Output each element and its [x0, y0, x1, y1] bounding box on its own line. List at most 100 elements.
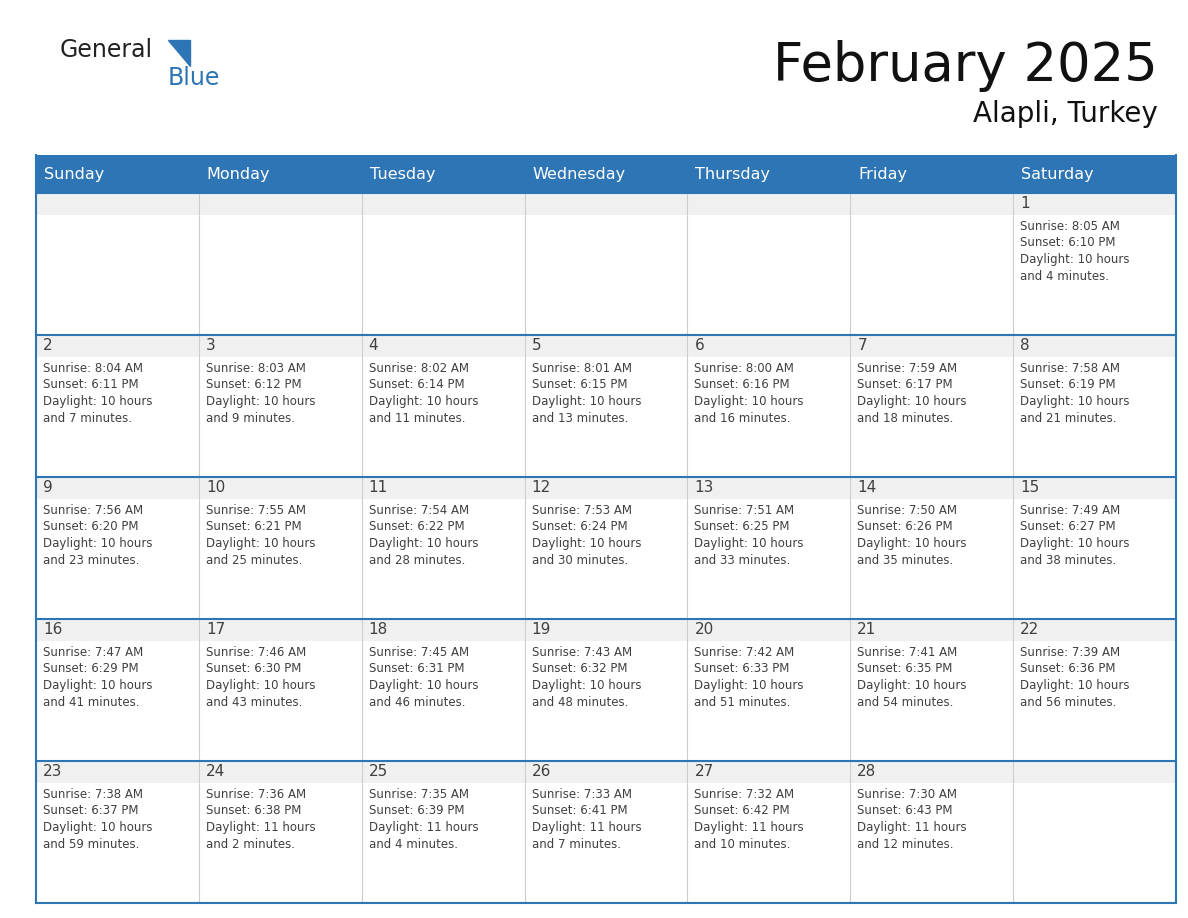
- Bar: [525, 477, 688, 499]
- Text: Sunset: 6:29 PM: Sunset: 6:29 PM: [43, 663, 139, 676]
- Text: Sunset: 6:38 PM: Sunset: 6:38 PM: [206, 804, 302, 818]
- Text: Sunrise: 7:50 AM: Sunrise: 7:50 AM: [858, 504, 958, 517]
- Bar: [688, 155, 851, 193]
- Text: Sunrise: 7:33 AM: Sunrise: 7:33 AM: [531, 788, 632, 801]
- Bar: [198, 335, 361, 477]
- Bar: [851, 335, 1013, 357]
- Text: Daylight: 11 hours: Daylight: 11 hours: [368, 821, 479, 834]
- Text: Sunset: 6:37 PM: Sunset: 6:37 PM: [43, 804, 139, 818]
- Text: Sunrise: 7:38 AM: Sunrise: 7:38 AM: [43, 788, 143, 801]
- Bar: [36, 335, 198, 477]
- Text: February 2025: February 2025: [773, 40, 1158, 92]
- Bar: [1013, 193, 1176, 215]
- Text: 1: 1: [1020, 196, 1030, 211]
- Bar: [198, 477, 361, 619]
- Text: Sunrise: 7:54 AM: Sunrise: 7:54 AM: [368, 504, 469, 517]
- Bar: [1013, 761, 1176, 903]
- Text: Daylight: 10 hours: Daylight: 10 hours: [695, 537, 804, 550]
- Text: and 48 minutes.: and 48 minutes.: [531, 696, 628, 709]
- Bar: [525, 193, 688, 335]
- Text: 10: 10: [206, 480, 225, 495]
- Text: Sunset: 6:15 PM: Sunset: 6:15 PM: [531, 378, 627, 391]
- Text: Sunrise: 7:41 AM: Sunrise: 7:41 AM: [858, 646, 958, 659]
- Text: Sunset: 6:26 PM: Sunset: 6:26 PM: [858, 521, 953, 533]
- Text: Sunset: 6:43 PM: Sunset: 6:43 PM: [858, 804, 953, 818]
- Text: Saturday: Saturday: [1022, 166, 1094, 182]
- Bar: [1013, 761, 1176, 783]
- Text: Sunset: 6:27 PM: Sunset: 6:27 PM: [1020, 521, 1116, 533]
- Bar: [361, 335, 525, 477]
- Text: Sunset: 6:36 PM: Sunset: 6:36 PM: [1020, 663, 1116, 676]
- Text: Daylight: 10 hours: Daylight: 10 hours: [1020, 679, 1130, 692]
- Text: and 41 minutes.: and 41 minutes.: [43, 696, 139, 709]
- Text: 7: 7: [858, 338, 867, 353]
- Bar: [361, 193, 525, 215]
- Text: Sunrise: 7:36 AM: Sunrise: 7:36 AM: [206, 788, 307, 801]
- Text: Alapli, Turkey: Alapli, Turkey: [973, 100, 1158, 128]
- Bar: [36, 193, 198, 335]
- Bar: [361, 477, 525, 499]
- Text: 13: 13: [695, 480, 714, 495]
- Bar: [361, 335, 525, 357]
- Bar: [198, 335, 361, 357]
- Text: 2: 2: [43, 338, 52, 353]
- Text: Sunrise: 7:45 AM: Sunrise: 7:45 AM: [368, 646, 469, 659]
- Text: Sunset: 6:33 PM: Sunset: 6:33 PM: [695, 663, 790, 676]
- Text: Sunset: 6:16 PM: Sunset: 6:16 PM: [695, 378, 790, 391]
- Text: Daylight: 10 hours: Daylight: 10 hours: [368, 395, 479, 408]
- Text: and 4 minutes.: and 4 minutes.: [368, 837, 457, 850]
- Text: Daylight: 11 hours: Daylight: 11 hours: [206, 821, 316, 834]
- Text: Daylight: 10 hours: Daylight: 10 hours: [43, 821, 152, 834]
- Text: 21: 21: [858, 622, 877, 637]
- Text: and 23 minutes.: and 23 minutes.: [43, 554, 139, 566]
- Text: and 7 minutes.: and 7 minutes.: [43, 411, 132, 424]
- Text: 22: 22: [1020, 622, 1040, 637]
- Text: Daylight: 10 hours: Daylight: 10 hours: [206, 679, 315, 692]
- Bar: [525, 761, 688, 783]
- Text: Sunset: 6:32 PM: Sunset: 6:32 PM: [531, 663, 627, 676]
- Bar: [851, 193, 1013, 215]
- Bar: [688, 477, 851, 619]
- Text: Sunset: 6:19 PM: Sunset: 6:19 PM: [1020, 378, 1116, 391]
- Text: Daylight: 10 hours: Daylight: 10 hours: [531, 395, 642, 408]
- Bar: [198, 619, 361, 761]
- Bar: [525, 761, 688, 903]
- Text: Daylight: 10 hours: Daylight: 10 hours: [858, 537, 967, 550]
- Text: Daylight: 10 hours: Daylight: 10 hours: [43, 679, 152, 692]
- Text: Sunset: 6:10 PM: Sunset: 6:10 PM: [1020, 237, 1116, 250]
- Text: Sunset: 6:22 PM: Sunset: 6:22 PM: [368, 521, 465, 533]
- Bar: [1013, 619, 1176, 761]
- Text: 26: 26: [531, 764, 551, 779]
- Bar: [851, 761, 1013, 903]
- Bar: [688, 761, 851, 783]
- Bar: [688, 477, 851, 499]
- Text: 11: 11: [368, 480, 388, 495]
- Text: Sunrise: 7:35 AM: Sunrise: 7:35 AM: [368, 788, 469, 801]
- Text: Sunset: 6:14 PM: Sunset: 6:14 PM: [368, 378, 465, 391]
- Bar: [1013, 477, 1176, 619]
- Text: and 51 minutes.: and 51 minutes.: [695, 696, 791, 709]
- Text: Sunrise: 8:00 AM: Sunrise: 8:00 AM: [695, 362, 795, 375]
- Text: Sunset: 6:17 PM: Sunset: 6:17 PM: [858, 378, 953, 391]
- Text: Blue: Blue: [168, 66, 221, 90]
- Text: 19: 19: [531, 622, 551, 637]
- Bar: [198, 193, 361, 215]
- Text: and 11 minutes.: and 11 minutes.: [368, 411, 466, 424]
- Polygon shape: [168, 40, 190, 66]
- Bar: [1013, 619, 1176, 641]
- Text: Daylight: 11 hours: Daylight: 11 hours: [695, 821, 804, 834]
- Text: and 16 minutes.: and 16 minutes.: [695, 411, 791, 424]
- Text: Sunset: 6:12 PM: Sunset: 6:12 PM: [206, 378, 302, 391]
- Text: Monday: Monday: [207, 166, 271, 182]
- Text: and 59 minutes.: and 59 minutes.: [43, 837, 139, 850]
- Bar: [36, 335, 198, 357]
- Text: Friday: Friday: [858, 166, 908, 182]
- Text: Daylight: 10 hours: Daylight: 10 hours: [206, 395, 315, 408]
- Bar: [198, 761, 361, 903]
- Text: Sunset: 6:30 PM: Sunset: 6:30 PM: [206, 663, 302, 676]
- Bar: [1013, 477, 1176, 499]
- Text: Sunrise: 8:03 AM: Sunrise: 8:03 AM: [206, 362, 305, 375]
- Bar: [361, 761, 525, 903]
- Bar: [525, 335, 688, 477]
- Text: Sunset: 6:25 PM: Sunset: 6:25 PM: [695, 521, 790, 533]
